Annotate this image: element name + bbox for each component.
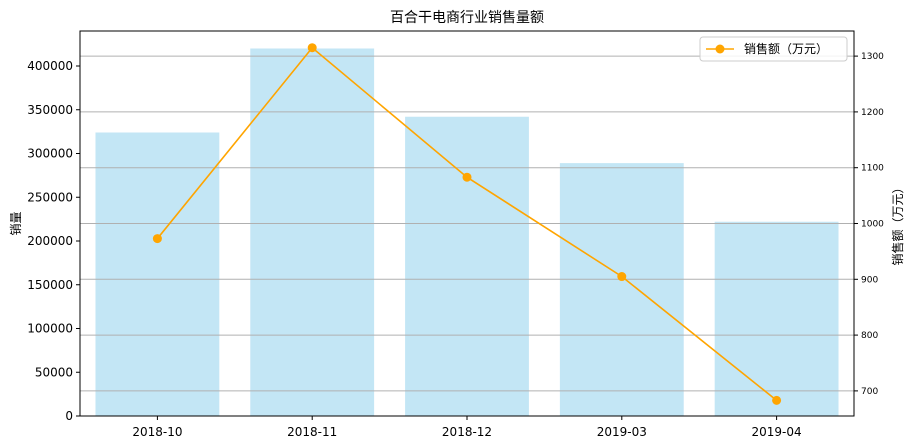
y-tick-label: 250000: [27, 190, 73, 204]
x-tick-label: 2018-11: [287, 425, 337, 439]
x-tick-label: 2019-03: [597, 425, 647, 439]
x-tick-label: 2019-04: [752, 425, 802, 439]
y2-tick-label: 1200: [861, 108, 884, 118]
bar-series: [95, 48, 839, 416]
y2-tick-label: 1100: [861, 164, 884, 174]
y2-tick-label: 1300: [861, 52, 884, 62]
x-tick-label: 2018-12: [442, 425, 492, 439]
y-tick-label: 350000: [27, 103, 73, 117]
bar-2019-03: [559, 163, 684, 416]
legend: 销售额（万元）: [699, 36, 848, 62]
bar-2018-11: [250, 48, 375, 416]
legend-box: [699, 36, 848, 62]
legend-label: 销售额（万元）: [744, 41, 828, 56]
point-2018-12: [462, 172, 472, 182]
point-2019-03: [617, 272, 627, 282]
y-tick-label: 100000: [27, 322, 73, 336]
y2-tick-label: 800: [861, 331, 878, 341]
y-tick-label: 50000: [35, 365, 73, 379]
y2-tick-label: 900: [861, 275, 878, 285]
point-2019-04: [772, 395, 782, 405]
y-tick-label: 400000: [27, 59, 73, 73]
bar-2018-10: [95, 132, 220, 416]
y2-axis-label: 销售额（万元）: [890, 181, 905, 265]
y-tick-label: 300000: [27, 147, 73, 161]
axes: 0 50000 100000 150000 200000 250000 300000 3500…: [27, 30, 884, 439]
point-2018-10: [152, 234, 162, 244]
legend-marker: [715, 44, 725, 54]
y2-tick-label: 1000: [861, 220, 884, 230]
bar-2018-12: [405, 116, 529, 416]
chart-title: 百合干电商行业销售量额: [390, 10, 544, 26]
point-2018-11: [307, 43, 317, 53]
y-tick-label: 200000: [27, 234, 73, 248]
x-tick-label: 2018-10: [132, 425, 182, 439]
y-tick-label: 0: [65, 409, 73, 423]
y2-tick-label: 700: [861, 387, 878, 397]
y-tick-label: 150000: [27, 278, 73, 292]
line-series: [152, 43, 782, 405]
y-axis-label: 销量: [9, 211, 23, 235]
bar-2019-04: [714, 221, 839, 416]
